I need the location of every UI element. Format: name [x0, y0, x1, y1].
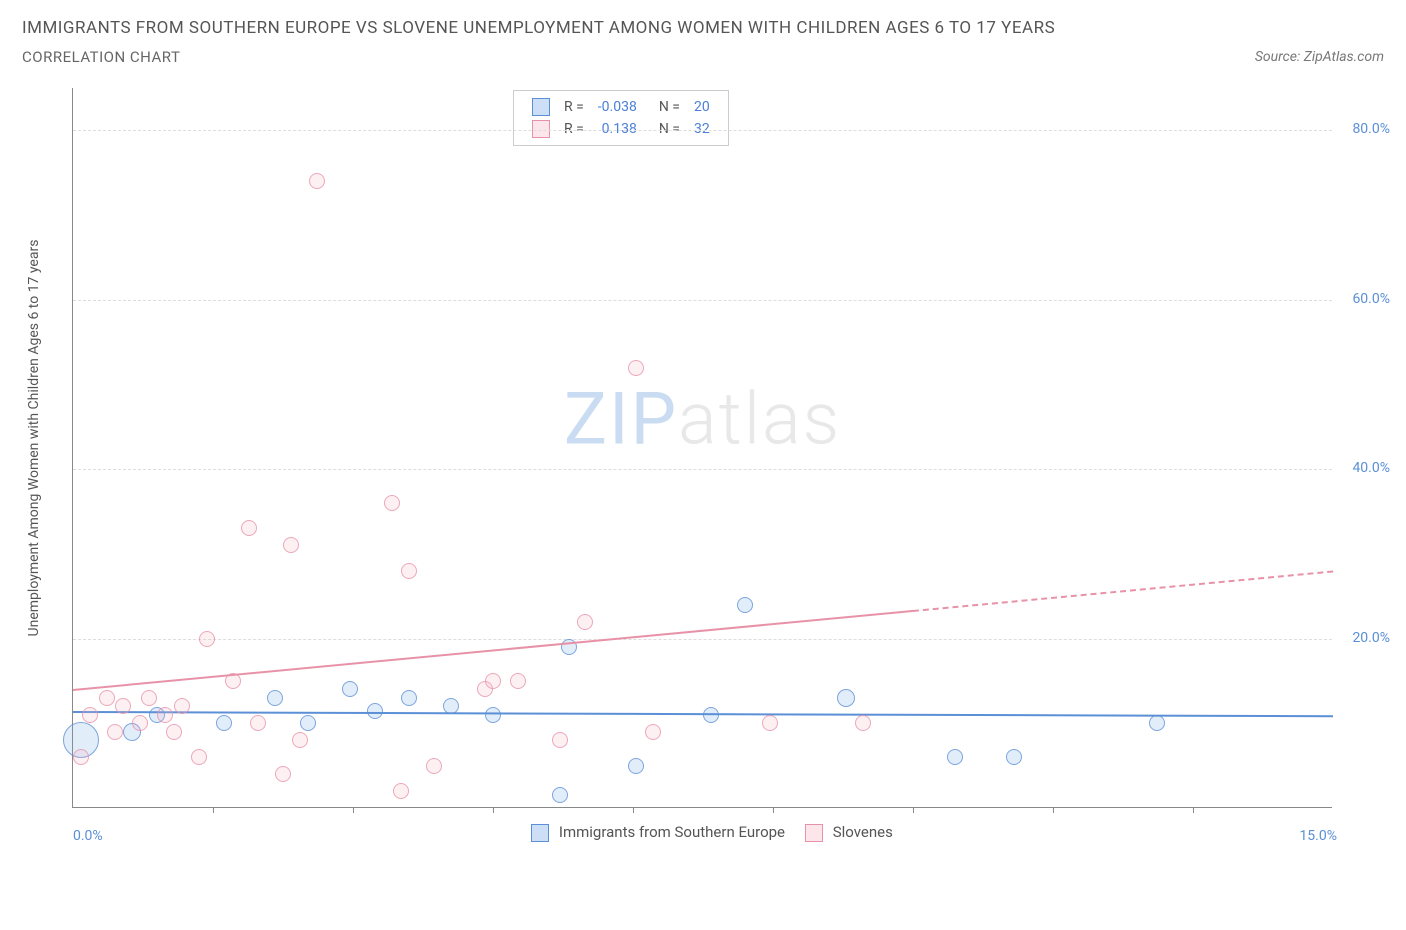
- scatter-point-slovenes: [426, 758, 442, 774]
- scatter-point-slovenes: [577, 614, 593, 630]
- legend-row-slovenes: R =0.138N =32: [526, 119, 716, 139]
- scatter-point-slovenes: [107, 724, 123, 740]
- legend-row-immigrants: R =-0.038N =20: [526, 97, 716, 117]
- scatter-point-slovenes: [191, 749, 207, 765]
- scatter-point-slovenes: [393, 783, 409, 799]
- gridline: [73, 639, 1332, 640]
- gridline: [73, 469, 1332, 470]
- x-tick: [1193, 807, 1194, 813]
- x-tick: [1053, 807, 1054, 813]
- x-tick: [773, 807, 774, 813]
- correlation-legend-table: R =-0.038N =20R =0.138N =32: [524, 95, 718, 141]
- correlation-legend-box: R =-0.038N =20R =0.138N =32: [513, 90, 729, 146]
- scatter-point-slovenes: [99, 690, 115, 706]
- scatter-point-slovenes: [82, 707, 98, 723]
- series-legend: Immigrants from Southern Europe Slovenes: [72, 823, 1332, 842]
- scatter-point-slovenes: [199, 631, 215, 647]
- scatter-point-immigrants: [552, 787, 568, 803]
- page-title: IMMIGRANTS FROM SOUTHERN EUROPE VS SLOVE…: [22, 18, 1384, 38]
- scatter-point-immigrants: [947, 749, 963, 765]
- legend-n-label: N =: [645, 97, 686, 117]
- scatter-point-immigrants: [485, 707, 501, 723]
- legend-r-label: R =: [558, 119, 590, 139]
- x-tick: [633, 807, 634, 813]
- scatter-point-slovenes: [645, 724, 661, 740]
- gridline: [73, 300, 1332, 301]
- scatter-point-slovenes: [628, 360, 644, 376]
- scatter-point-slovenes: [762, 715, 778, 731]
- scatter-point-slovenes: [115, 698, 131, 714]
- scatter-point-immigrants: [401, 690, 417, 706]
- scatter-point-immigrants: [1149, 715, 1165, 731]
- scatter-point-slovenes: [166, 724, 182, 740]
- gridline: [73, 130, 1332, 131]
- scatter-point-slovenes: [283, 537, 299, 553]
- scatter-point-slovenes: [73, 749, 89, 765]
- scatter-point-slovenes: [275, 766, 291, 782]
- scatter-point-slovenes: [552, 732, 568, 748]
- plot-area: ZIPatlas R =-0.038N =20R =0.138N =32 20.…: [72, 88, 1332, 808]
- watermark-atlas: atlas: [678, 376, 841, 461]
- x-tick: [213, 807, 214, 813]
- legend-swatch-slovenes: [532, 120, 550, 138]
- chart-subtitle: CORRELATION CHART: [22, 48, 180, 66]
- bottom-legend-label-immigrants: Immigrants from Southern Europe: [555, 823, 785, 841]
- scatter-point-slovenes: [141, 690, 157, 706]
- correlation-chart: Unemployment Among Women with Children A…: [22, 78, 1382, 878]
- scatter-point-slovenes: [241, 520, 257, 536]
- legend-r-value-slovenes: 0.138: [592, 119, 643, 139]
- scatter-point-slovenes: [485, 673, 501, 689]
- bottom-legend-swatch-slovenes: [805, 824, 823, 842]
- scatter-point-slovenes: [510, 673, 526, 689]
- x-tick: [493, 807, 494, 813]
- scatter-point-slovenes: [157, 707, 173, 723]
- scatter-point-slovenes: [174, 698, 190, 714]
- legend-swatch-immigrants: [532, 98, 550, 116]
- scatter-point-immigrants: [1006, 749, 1022, 765]
- source-attribution: Source: ZipAtlas.com: [1255, 49, 1384, 65]
- legend-n-value-immigrants: 20: [688, 97, 716, 117]
- scatter-point-slovenes: [384, 495, 400, 511]
- scatter-point-immigrants: [267, 690, 283, 706]
- bottom-legend-swatch-immigrants: [531, 824, 549, 842]
- scatter-point-immigrants: [737, 597, 753, 613]
- scatter-point-slovenes: [855, 715, 871, 731]
- scatter-point-immigrants: [300, 715, 316, 731]
- scatter-point-immigrants: [628, 758, 644, 774]
- trend-line: [913, 571, 1333, 613]
- x-tick: [913, 807, 914, 813]
- scatter-point-slovenes: [132, 715, 148, 731]
- scatter-point-immigrants: [216, 715, 232, 731]
- y-axis-label: Unemployment Among Women with Children A…: [26, 240, 42, 637]
- subtitle-row: CORRELATION CHART Source: ZipAtlas.com: [22, 48, 1384, 66]
- legend-n-value-slovenes: 32: [688, 119, 716, 139]
- y-tick-label: 60.0%: [1352, 291, 1390, 307]
- legend-n-label: N =: [645, 119, 686, 139]
- scatter-point-slovenes: [292, 732, 308, 748]
- scatter-point-slovenes: [401, 563, 417, 579]
- bottom-legend-label-slovenes: Slovenes: [829, 823, 893, 841]
- watermark: ZIPatlas: [564, 376, 841, 461]
- y-tick-label: 20.0%: [1352, 630, 1390, 646]
- scatter-point-immigrants: [367, 703, 383, 719]
- legend-r-value-immigrants: -0.038: [592, 97, 643, 117]
- watermark-zip: ZIP: [564, 376, 678, 461]
- scatter-point-immigrants: [342, 681, 358, 697]
- y-tick-label: 40.0%: [1352, 460, 1390, 476]
- scatter-point-slovenes: [250, 715, 266, 731]
- legend-r-label: R =: [558, 97, 590, 117]
- scatter-point-immigrants: [837, 689, 855, 707]
- scatter-point-slovenes: [309, 173, 325, 189]
- y-tick-label: 80.0%: [1352, 121, 1390, 137]
- x-tick: [353, 807, 354, 813]
